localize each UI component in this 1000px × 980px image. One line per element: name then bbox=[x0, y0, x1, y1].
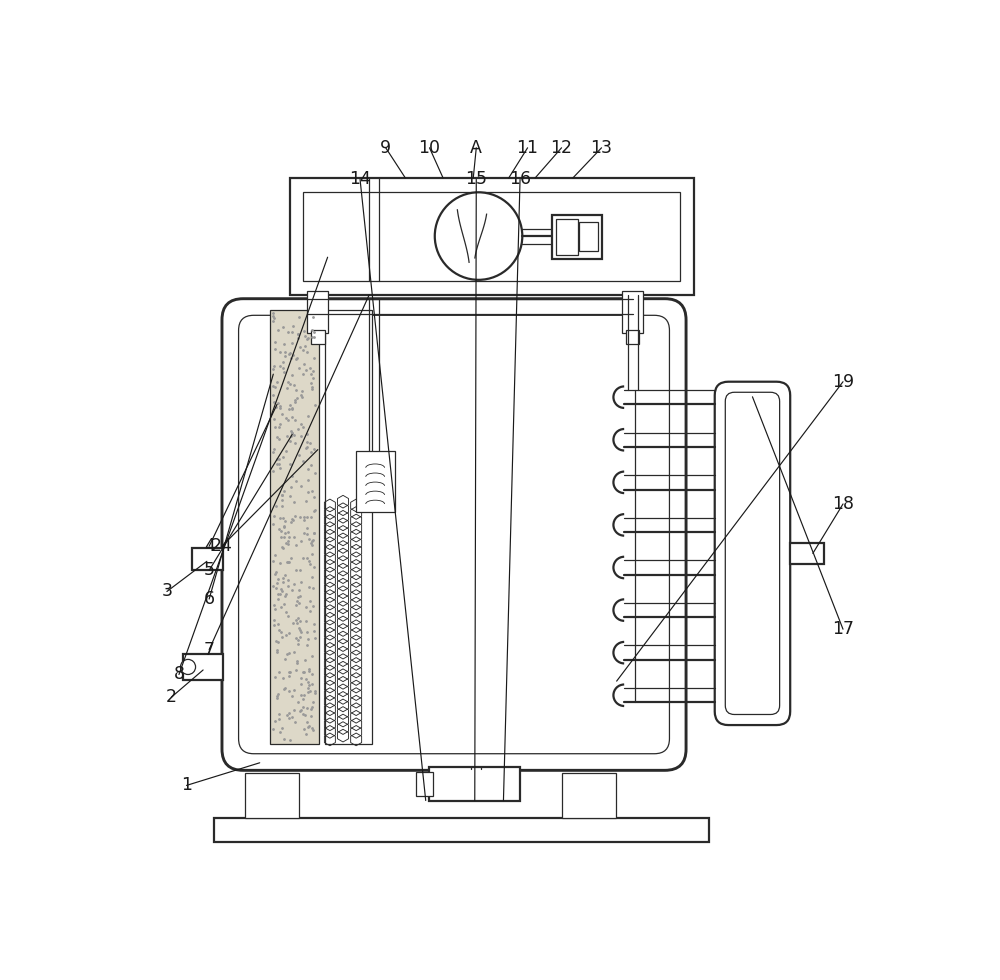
Bar bbox=[556, 219, 578, 255]
Text: 2: 2 bbox=[166, 688, 177, 707]
Circle shape bbox=[435, 192, 522, 280]
Bar bbox=[622, 291, 643, 332]
Bar bbox=[429, 767, 520, 801]
Bar bbox=[214, 818, 709, 842]
Bar bbox=[245, 772, 299, 818]
FancyBboxPatch shape bbox=[222, 299, 686, 770]
Text: 24: 24 bbox=[211, 537, 233, 556]
Text: A: A bbox=[470, 139, 482, 157]
Text: 16: 16 bbox=[509, 171, 531, 188]
Text: 4: 4 bbox=[204, 537, 215, 556]
Text: 7: 7 bbox=[204, 641, 215, 659]
Bar bbox=[290, 178, 694, 295]
Bar bbox=[356, 451, 395, 512]
Bar bbox=[562, 772, 616, 818]
Text: 12: 12 bbox=[551, 139, 573, 157]
Bar bbox=[270, 310, 319, 744]
Text: 17: 17 bbox=[832, 620, 854, 638]
Bar bbox=[183, 654, 223, 680]
Text: 1: 1 bbox=[181, 776, 192, 795]
Bar bbox=[192, 548, 223, 570]
Text: 9: 9 bbox=[380, 139, 391, 157]
Text: 3: 3 bbox=[161, 582, 172, 601]
Text: 8: 8 bbox=[173, 665, 184, 683]
Bar bbox=[416, 772, 433, 796]
Text: 11: 11 bbox=[517, 139, 539, 157]
Bar bbox=[552, 215, 602, 259]
Text: 14: 14 bbox=[349, 171, 371, 188]
Text: 6: 6 bbox=[204, 590, 215, 608]
Text: 18: 18 bbox=[832, 495, 854, 513]
Bar bbox=[307, 291, 328, 332]
Bar bbox=[325, 310, 372, 744]
Bar bbox=[579, 222, 598, 251]
Text: 19: 19 bbox=[832, 372, 854, 391]
Bar bbox=[626, 330, 639, 344]
Text: 15: 15 bbox=[465, 171, 487, 188]
Bar bbox=[311, 330, 325, 344]
Text: 5: 5 bbox=[204, 562, 215, 579]
Text: 13: 13 bbox=[591, 139, 613, 157]
Bar bbox=[790, 543, 824, 564]
Circle shape bbox=[180, 660, 196, 674]
Bar bbox=[303, 191, 680, 281]
FancyBboxPatch shape bbox=[715, 381, 790, 725]
Text: 10: 10 bbox=[418, 139, 440, 157]
